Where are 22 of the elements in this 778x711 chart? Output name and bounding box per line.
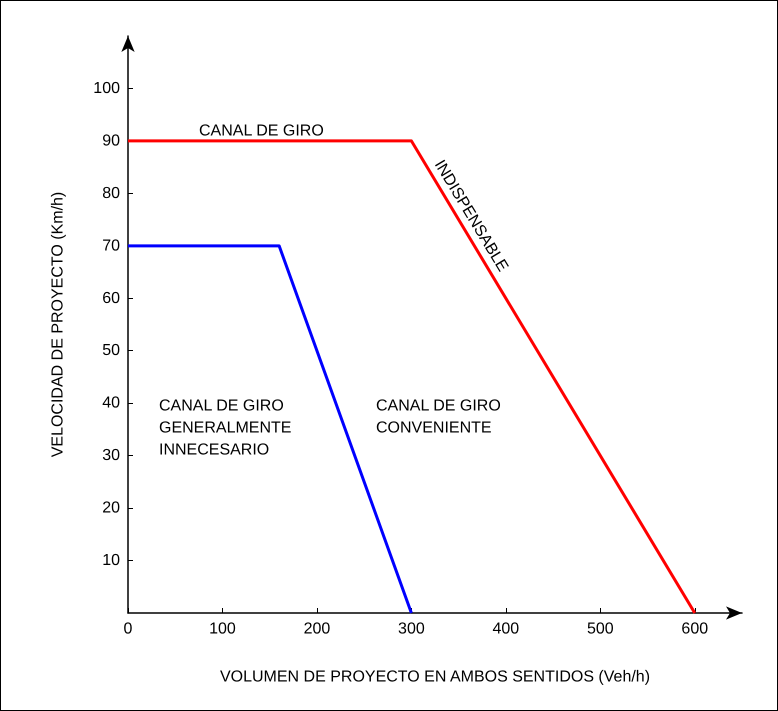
- x-tick-label: 500: [586, 620, 614, 638]
- y-tick-label: 60: [102, 290, 120, 307]
- x-tick-label: 600: [681, 620, 708, 638]
- x-axis-title: VOLUMEN DE PROYECTO EN AMBOS SENTIDOS (Veh/h): [220, 668, 650, 686]
- annotation: CANAL DE GIRO GENERALMENTE INNECESARIO: [159, 398, 292, 458]
- y-tick-label: 10: [102, 552, 120, 570]
- annotation: CANAL DE GIRO: [199, 122, 324, 140]
- y-tick-label: 50: [102, 342, 120, 360]
- y-tick-label: 80: [102, 184, 120, 202]
- x-tick-label: 400: [492, 620, 520, 638]
- y-tick-label: 90: [102, 132, 120, 150]
- y-axis-title: VELOCIDAD DE PROYECTO (Km/h): [50, 192, 66, 458]
- x-tick-label: 200: [304, 620, 330, 638]
- y-tick-label: 20: [102, 500, 120, 517]
- annotation: CANAL DE GIRO CONVENIENTE: [376, 398, 501, 436]
- y-tick-label: 30: [102, 447, 120, 464]
- x-tick-label: 100: [209, 620, 236, 638]
- x-tick-label: 300: [398, 620, 425, 638]
- x-tick-label: 0: [124, 620, 133, 638]
- y-tick-label: 70: [102, 237, 120, 254]
- y-tick-label: 100: [93, 80, 120, 97]
- y-tick-label: 40: [102, 394, 120, 412]
